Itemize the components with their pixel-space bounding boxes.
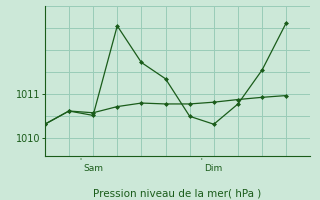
Text: Sam: Sam bbox=[84, 164, 103, 173]
Text: Dim: Dim bbox=[204, 164, 222, 173]
Text: Pression niveau de la mer( hPa ): Pression niveau de la mer( hPa ) bbox=[93, 189, 262, 199]
